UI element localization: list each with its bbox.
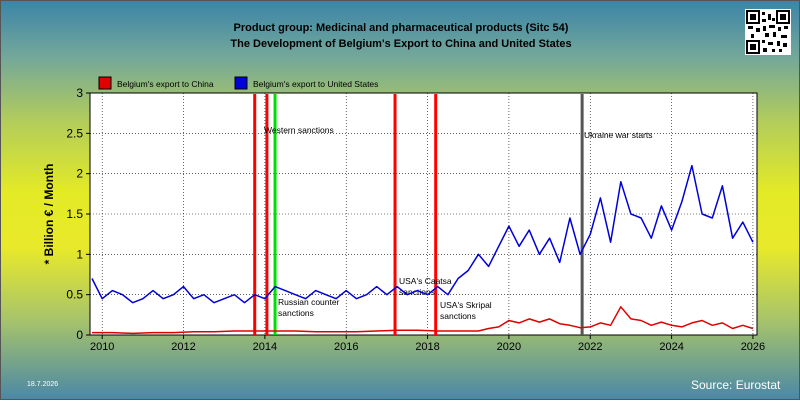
legend-swatch [234, 76, 248, 90]
chart-title-line2: The Development of Belgium's Export to C… [230, 38, 572, 50]
event-label: Western sanctions [264, 125, 334, 135]
chart-title-line1: Product group: Medicinal and pharmaceuti… [233, 22, 569, 34]
x-tick-label: 2024 [659, 341, 683, 353]
legend-label: Belgium's export to China [117, 79, 214, 89]
qr-code-icon [745, 9, 791, 55]
x-tick-label: 2026 [741, 341, 765, 353]
legend-label: Belgium's export to United States [253, 79, 378, 89]
y-axis: 0 0.5 1 1.5 2 2.5 3 [66, 86, 90, 342]
series-lines [91, 164, 754, 335]
x-tick-label: 2018 [415, 341, 439, 353]
series-line-1 [91, 164, 754, 304]
x-tick-label: 2010 [90, 341, 114, 353]
x-tick-label: 2016 [334, 341, 358, 353]
legend-swatch [98, 76, 112, 90]
y-tick-label: 2.5 [66, 126, 83, 140]
grid [90, 93, 757, 335]
y-tick-label: 0 [76, 328, 83, 342]
source-label: Source: Eurostat [691, 378, 781, 392]
legend: Belgium's export to China Belgium's expor… [98, 76, 378, 90]
x-tick-label: 2014 [253, 341, 277, 353]
event-label: USA's Skripal sanctions [440, 300, 492, 321]
event-label: Russian counter sanctions [278, 297, 340, 318]
y-tick-label: 1 [76, 247, 83, 261]
x-tick-label: 2012 [171, 341, 195, 353]
y-tick-label: 2 [76, 167, 83, 181]
date-stamp: 18.7.2026 [27, 381, 59, 388]
x-tick-label: 2022 [578, 341, 602, 353]
x-axis: 2010 2012 2014 2016 2018 2020 2022 2024 2026 [90, 335, 765, 353]
y-tick-label: 1.5 [66, 207, 83, 221]
x-tick-label: 2020 [497, 341, 521, 353]
y-axis-label: * Billion € / Month [42, 164, 56, 265]
y-tick-label: 3 [76, 86, 83, 100]
y-tick-label: 0.5 [66, 288, 83, 302]
event-markers: Western sanctions Russian counter sanction… [253, 94, 653, 335]
event-label: USA's Caatsa sanctions [399, 276, 452, 297]
series-line-0 [92, 306, 754, 335]
event-label: Ukraine war starts [584, 130, 653, 140]
